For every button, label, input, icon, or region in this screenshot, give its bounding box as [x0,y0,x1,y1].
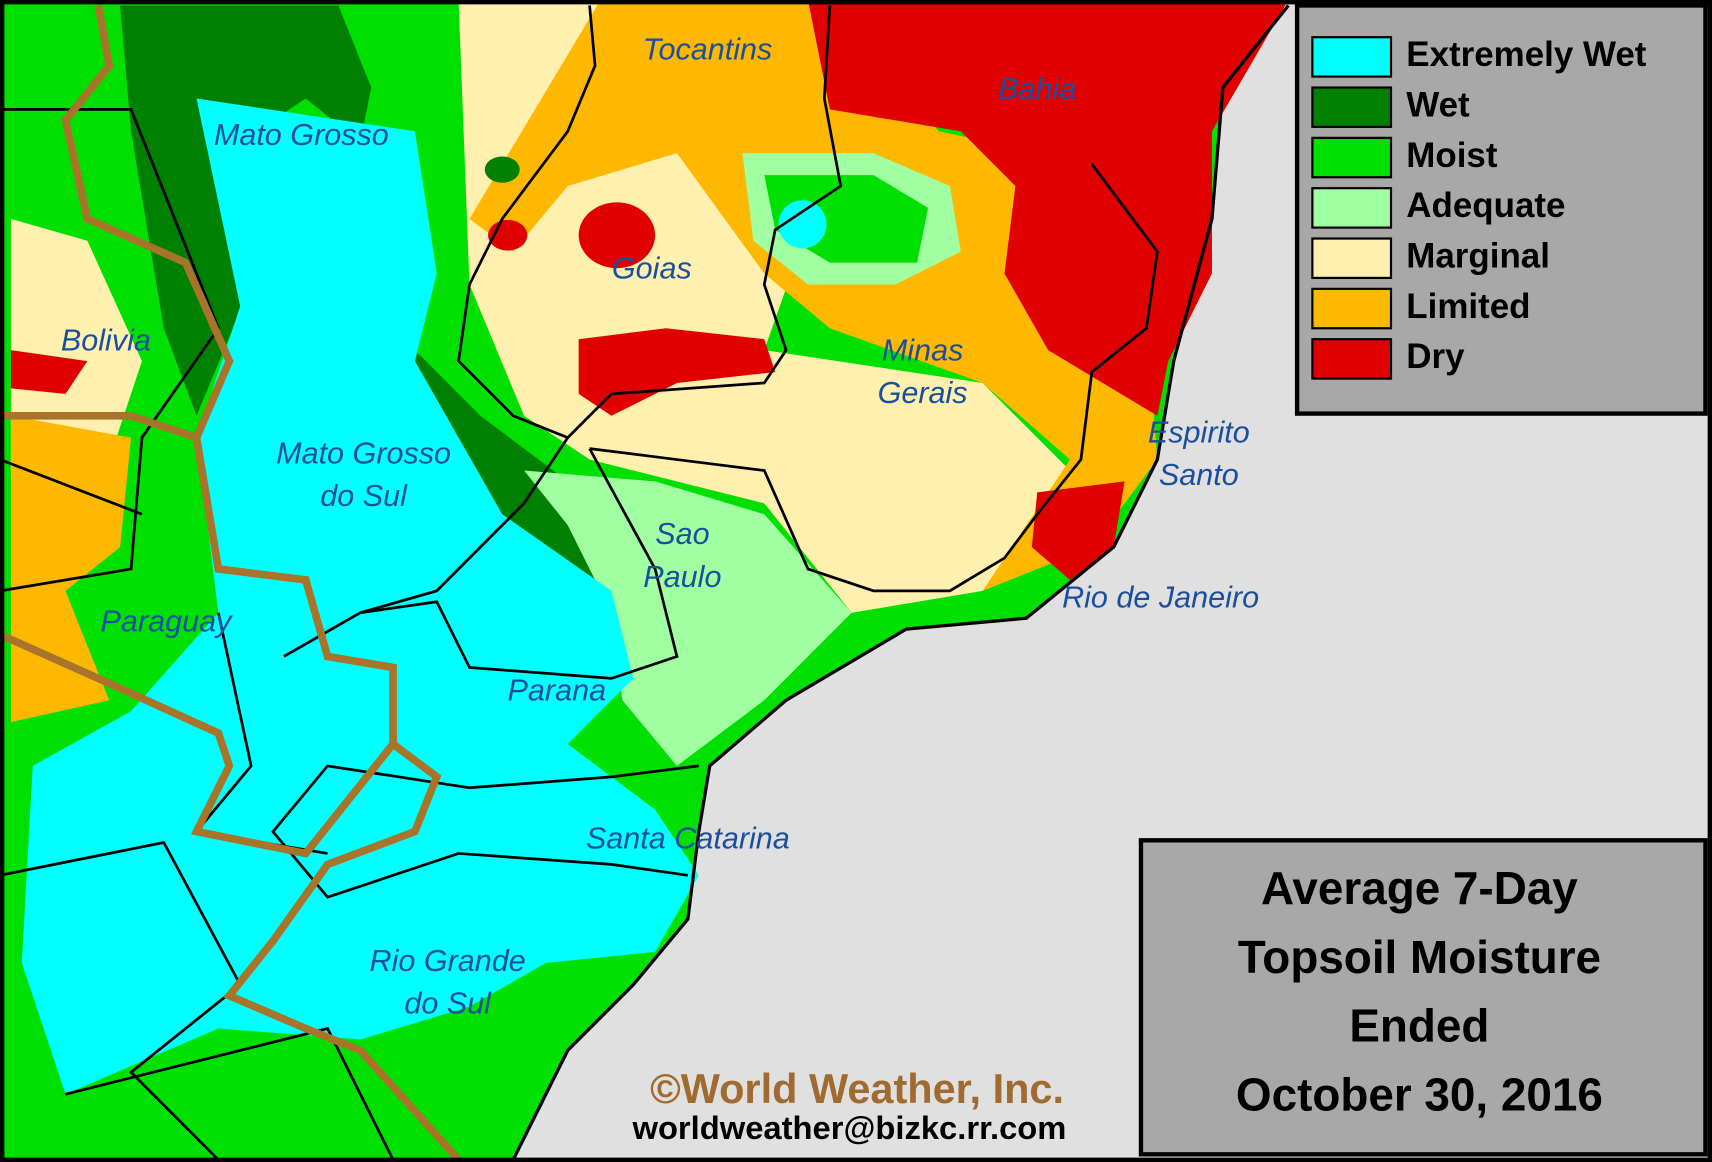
legend: Extremely Wet Wet Moist Adequate Marginal Lim… [1311,35,1647,380]
title: Average 7-Day Topsoil Moisture Ended Octobe… [1236,862,1603,1121]
zone [10,350,88,394]
title-line: October 30, 2016 [1236,1069,1603,1121]
zone [807,0,1289,416]
zone [484,156,520,183]
border [283,447,679,680]
country-border [0,4,462,1162]
legend-label: Moist [1406,136,1498,175]
region-label: Santa Catarina [586,821,790,855]
legend-label: Dry [1406,337,1465,376]
legend-swatch [1311,237,1393,280]
coastline [511,4,1290,1161]
legend-swatch [1311,187,1393,229]
region-label: Gerais [878,376,968,410]
title-line: Topsoil Moisture [1238,931,1601,983]
region-label: do Sul [320,479,408,513]
title-box [1138,838,1708,1157]
legend-swatch [1311,86,1393,129]
title-line: Average 7-Day [1261,862,1578,914]
zone [524,470,852,766]
legend-swatch [1311,36,1393,78]
legend-swatch [1311,136,1393,179]
credit: ©World Weather, Inc. [650,1065,1064,1112]
zone [21,98,699,1095]
region-label: Rio de Janeiro [1062,581,1259,615]
zone [778,200,827,249]
legend-label: Limited [1406,287,1530,326]
zone [120,5,372,416]
zone [10,218,142,471]
border [271,764,699,899]
title-line: Ended [1349,1000,1489,1052]
region-label: Espirito [1148,415,1250,449]
region-label: Tocantins [643,32,773,66]
region-label: do Sul [404,987,492,1021]
region-label: Minas [882,333,964,367]
legend-swatch [1311,338,1393,380]
border [589,163,1159,593]
legend-swatch [1311,287,1393,330]
zone [578,202,656,269]
region-label: Bolivia [61,324,151,358]
region-labels: Tocantins Bahia Mato Grosso Goias Bolivia Min… [61,32,1259,1020]
legend-label: Marginal [1406,236,1550,275]
region-label: Paulo [643,560,721,594]
legend-label: Wet [1406,85,1470,124]
region-label: Parana [508,674,607,708]
region-label: Paraguay [101,605,234,639]
border [359,5,843,615]
border [457,5,597,439]
border [0,108,395,1161]
region-label: Sao [655,517,709,551]
region-label: Rio Grande [370,944,526,978]
legend-label: Adequate [1406,186,1565,225]
region-label: Goias [612,251,692,285]
legend-label: Extremely Wet [1406,35,1646,74]
state-borders [0,4,1290,1161]
email: worldweather@bizkc.rr.com [631,1109,1066,1146]
region-label: Mato Grosso [276,436,451,470]
region-label: Mato Grosso [214,118,389,152]
zone [10,415,132,723]
region-label: Bahia [998,72,1076,106]
region-label: Santo [1159,458,1239,492]
